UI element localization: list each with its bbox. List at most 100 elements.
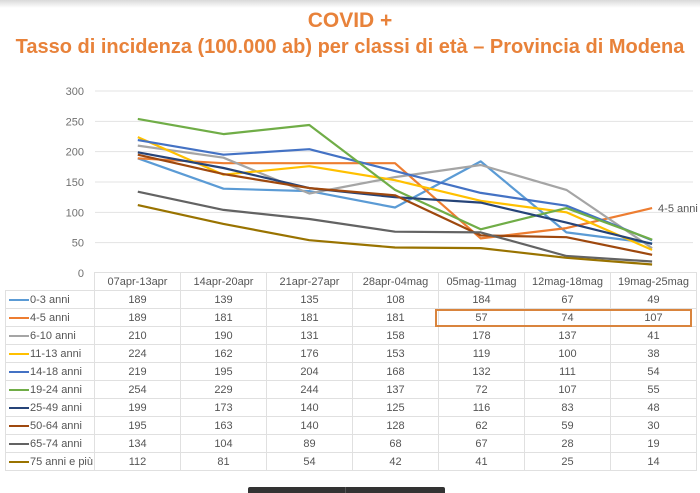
table-cell: 163 [180, 416, 267, 435]
table-cell: 42 [352, 452, 439, 471]
legend-swatch-icon [9, 370, 29, 373]
table-cell: 54 [266, 452, 353, 471]
legend-label: 6-10 anni [30, 329, 76, 342]
y-tick-label: 50 [72, 238, 84, 250]
table-row: 4-5 anni 189 181 181 181 57 74 107 [5, 308, 697, 327]
line-chart: 0 50 100 150 200 250 300 4-5 anni [66, 86, 698, 280]
legend-label: 0-3 anni [30, 293, 70, 306]
table-cell: 131 [266, 326, 353, 345]
column-header: 19mag-25mag [610, 272, 697, 291]
table-cell: 108 [352, 290, 439, 309]
table-cell: 41 [610, 326, 697, 345]
table-cell: 139 [180, 290, 267, 309]
table-cell: 25 [524, 452, 611, 471]
series-line-6-10-anni [137, 144, 653, 250]
series-lines [137, 117, 653, 266]
table-cell: 181 [352, 308, 439, 327]
table-cell: 107 [610, 308, 697, 327]
bottom-overlay-bar[interactable] [248, 487, 445, 493]
table-row: 14-18 anni 219 195 204 168 132 111 54 [5, 362, 697, 381]
table-cell: 72 [438, 380, 525, 399]
table-cell: 89 [266, 434, 353, 453]
table-row: 0-3 anni 189 139 135 108 184 67 49 [5, 290, 697, 309]
legend-label: 65-74 anni [30, 437, 82, 450]
y-axis: 0 50 100 150 200 250 300 [66, 86, 84, 280]
y-tick-label: 0 [78, 268, 84, 280]
legend-entry: 25-49 anni [5, 398, 95, 417]
legend-entry: 75 anni e più [5, 452, 95, 471]
table-cell: 140 [266, 398, 353, 417]
y-tick-label: 100 [66, 207, 84, 219]
legend-label: 19-24 anni [30, 383, 82, 396]
table-cell: 158 [352, 326, 439, 345]
table-cell: 178 [438, 326, 525, 345]
legend-swatch-icon [9, 460, 29, 463]
column-header: 12mag-18mag [524, 272, 611, 291]
table-cell: 210 [94, 326, 181, 345]
table-cell: 137 [352, 380, 439, 399]
table-cell: 184 [438, 290, 525, 309]
legend-swatch-icon [9, 316, 29, 319]
table-cell: 181 [266, 308, 353, 327]
table-cell: 111 [524, 362, 611, 381]
series-line-65-74-anni [137, 190, 653, 263]
table-cell: 68 [352, 434, 439, 453]
table-cell: 199 [94, 398, 181, 417]
legend-swatch-icon [9, 388, 29, 391]
table-cell: 48 [610, 398, 697, 417]
table-cell: 189 [94, 308, 181, 327]
table-row: 6-10 anni 210 190 131 158 178 137 41 [5, 326, 697, 345]
series-line-0-3-anni [137, 157, 653, 245]
table-cell: 162 [180, 344, 267, 363]
title-line-1: COVID + [307, 9, 393, 32]
series-line-50-64-anni [137, 153, 653, 256]
legend-entry: 14-18 anni [5, 362, 95, 381]
table-cell: 112 [94, 452, 181, 471]
bottom-bar-divider [345, 487, 346, 493]
legend-entry: 4-5 anni [5, 308, 95, 327]
table-cell: 28 [524, 434, 611, 453]
legend-label: 25-49 anni [30, 401, 82, 414]
legend-label: 4-5 anni [30, 311, 70, 324]
legend-swatch-icon [9, 442, 29, 445]
table-cell: 181 [180, 308, 267, 327]
table-cell: 153 [352, 344, 439, 363]
table-corner [6, 273, 95, 291]
table-cell: 132 [438, 362, 525, 381]
table-cell: 135 [266, 290, 353, 309]
table-cell: 119 [438, 344, 525, 363]
table-cell: 57 [438, 308, 525, 327]
table-cell: 176 [266, 344, 353, 363]
table-cell: 137 [524, 326, 611, 345]
table-cell: 100 [524, 344, 611, 363]
series-line-75-anni-e-più [137, 204, 653, 266]
table-cell: 38 [610, 344, 697, 363]
table-cell: 19 [610, 434, 697, 453]
series-end-label: 4-5 anni [658, 203, 698, 215]
table-cell: 229 [180, 380, 267, 399]
data-table: 07apr-13apr 14apr-20apr 21apr-27apr 28apr-0… [5, 272, 697, 471]
table-cell: 168 [352, 362, 439, 381]
table-cell: 140 [266, 416, 353, 435]
column-header: 05mag-11mag [438, 272, 525, 291]
table-cell: 14 [610, 452, 697, 471]
legend-entry: 50-64 anni [5, 416, 95, 435]
legend-swatch-icon [9, 406, 29, 409]
table-cell: 173 [180, 398, 267, 417]
legend-entry: 11-13 anni [5, 344, 95, 363]
column-header: 28apr-04mag [352, 272, 439, 291]
y-tick-label: 250 [66, 116, 84, 128]
table-cell: 134 [94, 434, 181, 453]
column-header: 21apr-27apr [266, 272, 353, 291]
table-row: 75 anni e più 112 81 54 42 41 25 14 [5, 452, 697, 471]
table-cell: 83 [524, 398, 611, 417]
legend-swatch-icon [9, 424, 29, 427]
legend-swatch-icon [9, 334, 29, 337]
table-cell: 219 [94, 362, 181, 381]
table-cell: 189 [94, 290, 181, 309]
table-cell: 125 [352, 398, 439, 417]
y-tick-label: 150 [66, 177, 84, 189]
table-cell: 224 [94, 344, 181, 363]
table-header-row: 07apr-13apr 14apr-20apr 21apr-27apr 28apr-0… [6, 272, 697, 291]
legend-entry: 19-24 anni [5, 380, 95, 399]
